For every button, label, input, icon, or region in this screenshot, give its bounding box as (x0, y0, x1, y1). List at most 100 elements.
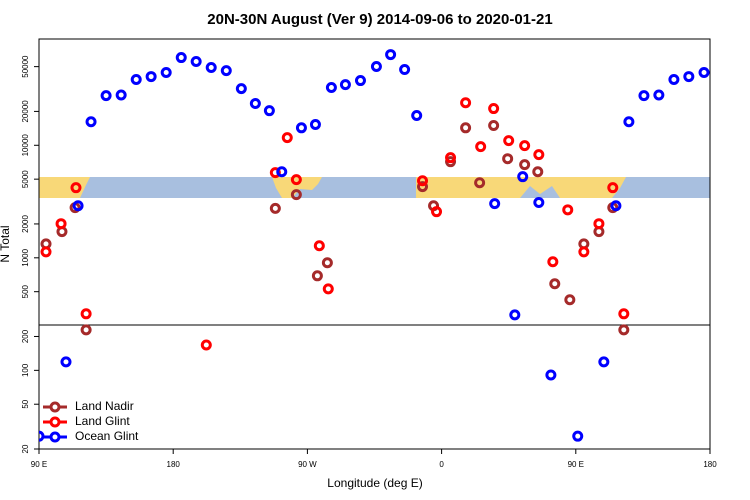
y-tick-label: 100 (21, 363, 30, 377)
point (281, 132, 293, 144)
point (40, 246, 52, 258)
point (322, 283, 334, 295)
point (417, 181, 429, 193)
land (272, 177, 322, 198)
point (489, 198, 501, 210)
marks (39, 49, 710, 442)
point (547, 256, 559, 268)
y-axis-label: N Total (0, 225, 12, 262)
point (55, 218, 67, 230)
x-tick-label: 180 (703, 460, 717, 469)
point (311, 270, 323, 282)
point (290, 174, 302, 186)
legend-marker (49, 416, 61, 428)
point (549, 278, 561, 290)
point (618, 324, 630, 336)
point (698, 67, 710, 79)
legend-label: Land Nadir (75, 399, 134, 413)
point (638, 90, 650, 102)
point (205, 62, 217, 74)
point (533, 149, 545, 161)
y-tick-label: 10000 (21, 134, 30, 157)
point (160, 67, 172, 79)
point (263, 105, 275, 117)
point (488, 103, 500, 115)
point (445, 156, 457, 168)
y-tick-label: 5000 (21, 170, 30, 188)
point (130, 74, 142, 86)
x-tick-label: 0 (439, 460, 444, 469)
point (445, 152, 457, 164)
y-tick-label: 2000 (21, 214, 30, 232)
point (417, 175, 429, 187)
point (354, 75, 366, 87)
point (399, 64, 411, 76)
y-tick-label: 20000 (21, 100, 30, 123)
land (416, 177, 626, 198)
point (235, 83, 247, 95)
point (145, 71, 157, 83)
point (502, 153, 514, 165)
legend-label: Land Glint (75, 414, 130, 428)
point (532, 166, 544, 178)
plot-frame (38, 38, 711, 450)
point (190, 56, 202, 68)
point (295, 122, 307, 134)
point (80, 308, 92, 320)
point (385, 49, 397, 61)
point (593, 218, 605, 230)
point (321, 257, 333, 269)
chart-title: 20N-30N August (Ver 9) 2014-09-06 to 202… (207, 11, 552, 28)
point (339, 79, 351, 91)
point (411, 109, 423, 121)
legend-label: Ocean Glint (75, 429, 139, 443)
point (70, 182, 82, 194)
point (564, 294, 576, 306)
point (503, 135, 515, 147)
point (313, 240, 325, 252)
y-tick-label: 200 (21, 329, 30, 343)
point (668, 74, 680, 86)
point (269, 202, 281, 214)
point (517, 171, 529, 183)
point (683, 71, 695, 83)
x-tick-label: 180 (167, 460, 181, 469)
point (572, 430, 584, 442)
point (475, 141, 487, 153)
point (325, 82, 337, 94)
point (623, 116, 635, 128)
point (431, 206, 443, 218)
point (220, 65, 232, 77)
point (309, 118, 321, 130)
point (100, 90, 112, 102)
point (200, 339, 212, 351)
point (290, 189, 302, 201)
point (607, 182, 619, 194)
y-tick-label: 20 (21, 444, 30, 453)
y-tick-label: 500 (21, 284, 30, 298)
point (509, 309, 521, 321)
point (562, 204, 574, 216)
y-tick-label: 1000 (21, 248, 30, 266)
point (175, 52, 187, 64)
point (80, 324, 92, 336)
point (653, 89, 665, 101)
point (545, 369, 557, 381)
point (115, 89, 127, 101)
x-axis-label: Longitude (deg E) (327, 476, 422, 490)
map-strip (39, 177, 710, 198)
point (519, 159, 531, 171)
point (474, 177, 486, 189)
point (488, 119, 500, 131)
point (533, 197, 545, 209)
point (249, 98, 261, 110)
y-tick-label: 50000 (21, 55, 30, 78)
point (578, 246, 590, 258)
point (60, 356, 72, 368)
x-tick-label: 90 W (298, 460, 317, 469)
point (85, 116, 97, 128)
y-tick-label: 50 (21, 399, 30, 408)
point (460, 122, 472, 134)
